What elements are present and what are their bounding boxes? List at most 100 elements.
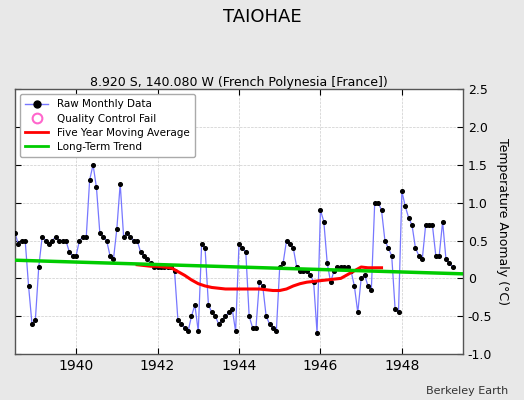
Point bbox=[14, 241, 23, 248]
Point bbox=[1, 245, 9, 251]
Point bbox=[442, 256, 450, 263]
Point bbox=[377, 207, 386, 214]
Point bbox=[340, 264, 348, 270]
Point bbox=[150, 264, 158, 270]
Point bbox=[391, 306, 399, 312]
Point bbox=[129, 237, 138, 244]
Point bbox=[75, 237, 84, 244]
Point bbox=[388, 252, 396, 259]
Point bbox=[395, 309, 403, 316]
Point bbox=[218, 317, 226, 323]
Point bbox=[28, 321, 36, 327]
Point bbox=[180, 324, 189, 331]
Point bbox=[252, 324, 260, 331]
Point bbox=[119, 234, 128, 240]
Point bbox=[296, 268, 304, 274]
Point bbox=[269, 324, 277, 331]
Point bbox=[248, 324, 257, 331]
Point bbox=[65, 249, 73, 255]
Point bbox=[398, 188, 406, 194]
Point bbox=[425, 222, 433, 228]
Point bbox=[313, 330, 321, 336]
Point bbox=[113, 226, 121, 232]
Point bbox=[48, 237, 57, 244]
Point bbox=[85, 177, 94, 183]
Point bbox=[374, 200, 383, 206]
Point bbox=[235, 241, 243, 248]
Point bbox=[232, 328, 240, 335]
Point bbox=[272, 328, 280, 335]
Point bbox=[204, 302, 213, 308]
Point bbox=[187, 313, 195, 320]
Point bbox=[228, 306, 236, 312]
Point bbox=[323, 260, 331, 266]
Point bbox=[147, 260, 155, 266]
Point bbox=[211, 313, 220, 320]
Point bbox=[31, 317, 39, 323]
Point bbox=[255, 279, 264, 285]
Point bbox=[174, 317, 182, 323]
Point bbox=[225, 309, 233, 316]
Point bbox=[262, 313, 270, 320]
Legend: Raw Monthly Data, Quality Control Fail, Five Year Moving Average, Long-Term Tren: Raw Monthly Data, Quality Control Fail, … bbox=[20, 94, 194, 157]
Point bbox=[106, 252, 114, 259]
Point bbox=[384, 245, 392, 251]
Point bbox=[303, 268, 311, 274]
Point bbox=[276, 264, 284, 270]
Point bbox=[354, 309, 362, 316]
Point bbox=[401, 203, 409, 210]
Point bbox=[364, 283, 372, 289]
Point bbox=[198, 241, 206, 248]
Point bbox=[157, 264, 165, 270]
Point bbox=[258, 283, 267, 289]
Point bbox=[109, 256, 117, 263]
Point bbox=[126, 234, 135, 240]
Point bbox=[367, 286, 376, 293]
Point bbox=[143, 256, 151, 263]
Point bbox=[421, 222, 430, 228]
Point bbox=[194, 328, 202, 335]
Point bbox=[96, 230, 104, 236]
Point bbox=[62, 237, 70, 244]
Point bbox=[330, 268, 338, 274]
Point bbox=[299, 268, 308, 274]
Point bbox=[11, 230, 19, 236]
Point bbox=[289, 245, 298, 251]
Point bbox=[79, 234, 87, 240]
Point bbox=[160, 264, 169, 270]
Point bbox=[221, 313, 230, 320]
Point bbox=[51, 234, 60, 240]
Point bbox=[0, 234, 6, 240]
Point bbox=[140, 252, 148, 259]
Point bbox=[343, 264, 352, 270]
Point bbox=[184, 328, 192, 335]
Point bbox=[370, 200, 379, 206]
Point bbox=[4, 237, 13, 244]
Point bbox=[336, 264, 345, 270]
Point bbox=[279, 260, 287, 266]
Point bbox=[55, 237, 63, 244]
Point bbox=[265, 321, 274, 327]
Point bbox=[381, 237, 389, 244]
Point bbox=[82, 234, 91, 240]
Point bbox=[408, 222, 416, 228]
Point bbox=[286, 241, 294, 248]
Point bbox=[238, 245, 247, 251]
Point bbox=[439, 218, 447, 225]
Point bbox=[18, 237, 26, 244]
Point bbox=[282, 237, 291, 244]
Point bbox=[245, 313, 254, 320]
Point bbox=[35, 264, 43, 270]
Point bbox=[41, 237, 50, 244]
Point bbox=[163, 264, 172, 270]
Point bbox=[38, 234, 46, 240]
Point bbox=[89, 162, 97, 168]
Point bbox=[333, 264, 342, 270]
Point bbox=[405, 214, 413, 221]
Point bbox=[432, 252, 440, 259]
Point bbox=[316, 207, 325, 214]
Point bbox=[214, 321, 223, 327]
Text: TAIOHAE: TAIOHAE bbox=[223, 8, 301, 26]
Point bbox=[449, 264, 457, 270]
Point bbox=[361, 271, 369, 278]
